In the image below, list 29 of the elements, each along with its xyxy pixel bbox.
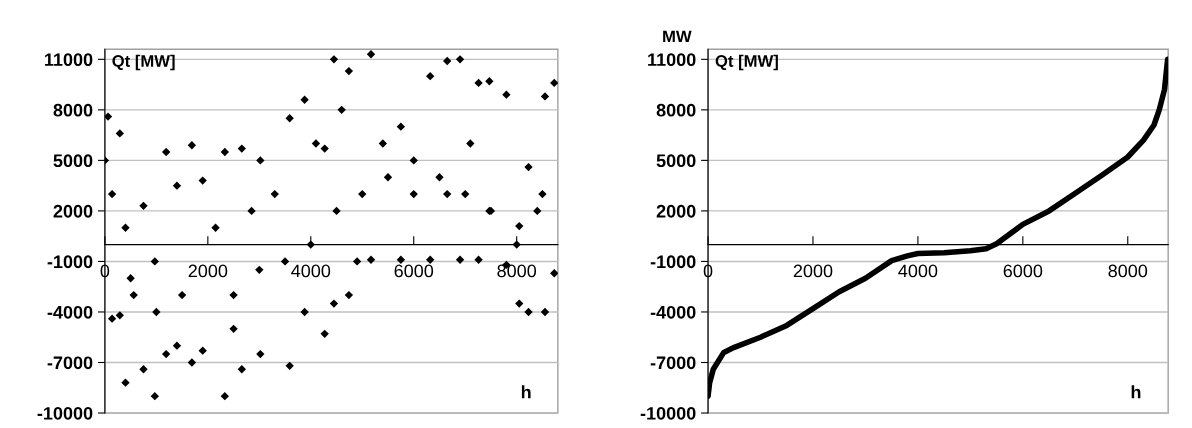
x-tick-label: 6000 <box>1003 264 1043 278</box>
y-tick-label: 2000 <box>656 204 696 218</box>
x-axis-title: h <box>521 385 531 399</box>
y-tick-label: -7000 <box>650 356 696 370</box>
y-tick-label: 11000 <box>648 53 696 67</box>
x-tick-label: 4000 <box>291 264 331 278</box>
y-tick-label: -4000 <box>47 305 93 319</box>
x-tick-label: 8000 <box>1108 264 1148 278</box>
y-tick-label: 2000 <box>53 204 93 218</box>
y-tick-label: -4000 <box>650 305 696 319</box>
y-tick-label: 5000 <box>53 154 93 168</box>
y-tick-label: 11000 <box>45 53 93 67</box>
x-tick-label: 8000 <box>497 264 537 278</box>
y-tick-label: -10000 <box>37 406 93 420</box>
y-tick-label: -1000 <box>650 255 696 269</box>
y-axis-title: Qt [MW] <box>715 54 778 71</box>
y-axis-title: Qt [MW] <box>112 54 175 71</box>
y-tick-label: 8000 <box>53 103 93 117</box>
y-tick-label: -1000 <box>47 255 93 269</box>
y-tick-label: -10000 <box>640 406 696 420</box>
x-tick-label: 4000 <box>898 264 938 278</box>
x-tick-label: 6000 <box>394 264 434 278</box>
text: MW <box>663 30 692 43</box>
y-tick-label: 8000 <box>656 103 696 117</box>
x-tick-label: 2000 <box>793 264 833 278</box>
x-tick-label: 2000 <box>188 264 228 278</box>
x-axis-title: h <box>1131 385 1141 399</box>
y-tick-label: 5000 <box>656 154 696 168</box>
y-tick-label: -7000 <box>47 356 93 370</box>
